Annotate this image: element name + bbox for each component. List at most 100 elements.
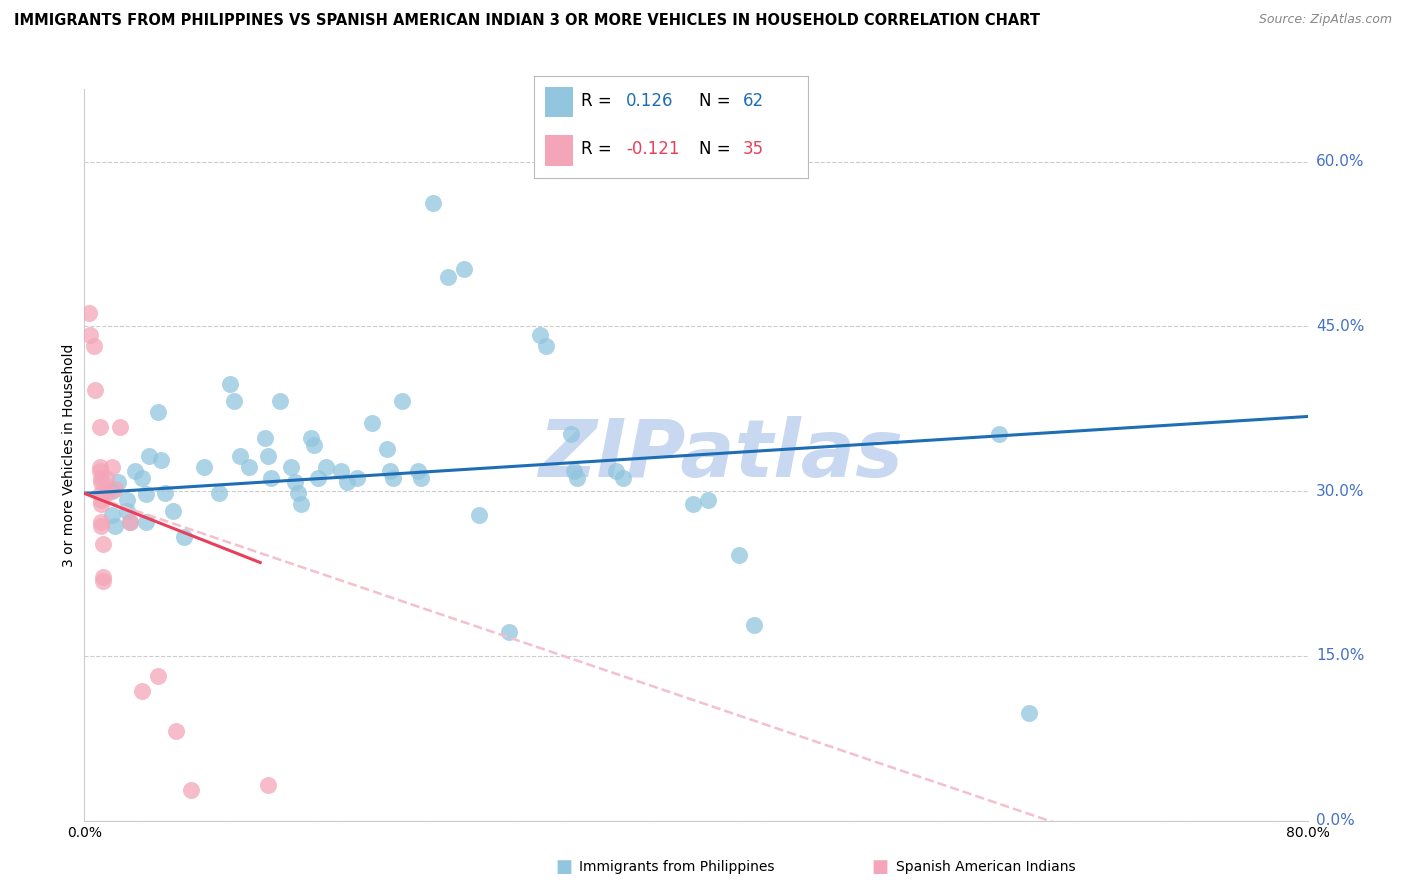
Point xyxy=(380,464,402,478)
Point xyxy=(138,449,160,463)
Point xyxy=(336,475,359,490)
Point xyxy=(115,492,138,507)
Point xyxy=(104,519,127,533)
Point xyxy=(90,475,112,490)
Point xyxy=(165,723,187,738)
Point xyxy=(83,339,105,353)
Point xyxy=(406,464,429,478)
Text: 62: 62 xyxy=(742,92,763,110)
Point xyxy=(612,471,634,485)
Point xyxy=(90,492,112,507)
Y-axis label: 3 or more Vehicles in Household: 3 or more Vehicles in Household xyxy=(62,343,76,566)
Point xyxy=(193,460,215,475)
Point xyxy=(146,405,169,419)
Point xyxy=(101,460,124,475)
Text: ■: ■ xyxy=(872,858,889,876)
Text: 15.0%: 15.0% xyxy=(1316,648,1364,664)
Point xyxy=(218,376,240,391)
Point xyxy=(498,624,520,639)
Point xyxy=(90,515,112,529)
Point xyxy=(84,383,107,397)
Point xyxy=(120,515,142,529)
Point xyxy=(280,460,302,475)
Point xyxy=(529,328,551,343)
Point xyxy=(253,432,276,446)
Point xyxy=(115,504,138,518)
Point xyxy=(260,471,283,485)
Point xyxy=(987,427,1010,442)
Point xyxy=(238,460,260,475)
Bar xyxy=(546,135,572,166)
Point xyxy=(149,453,172,467)
Point xyxy=(120,515,142,529)
Point xyxy=(89,460,111,475)
Point xyxy=(330,464,353,478)
Point xyxy=(89,464,111,478)
Point xyxy=(290,497,312,511)
Point xyxy=(224,394,246,409)
Point xyxy=(697,492,720,507)
Point xyxy=(257,779,280,793)
Point xyxy=(299,432,322,446)
Point xyxy=(315,460,337,475)
Text: 30.0%: 30.0% xyxy=(1316,483,1364,499)
Text: 35: 35 xyxy=(742,140,763,158)
Point xyxy=(560,427,582,442)
Point xyxy=(91,574,114,589)
Point xyxy=(77,306,100,320)
Point xyxy=(287,486,309,500)
Point xyxy=(229,449,252,463)
Point xyxy=(91,537,114,551)
Point xyxy=(605,464,627,478)
Text: ■: ■ xyxy=(555,858,572,876)
Point xyxy=(108,420,131,434)
Point xyxy=(269,394,291,409)
Point xyxy=(90,486,112,500)
Point xyxy=(302,438,325,452)
Point xyxy=(89,420,111,434)
Text: 60.0%: 60.0% xyxy=(1316,154,1364,169)
Point xyxy=(131,684,153,698)
Text: -0.121: -0.121 xyxy=(626,140,679,158)
Point xyxy=(79,328,101,343)
Point xyxy=(90,471,112,485)
Point xyxy=(91,570,114,584)
Point xyxy=(180,783,202,797)
Point xyxy=(146,668,169,682)
Point xyxy=(346,471,368,485)
Point xyxy=(284,475,307,490)
Text: 0.126: 0.126 xyxy=(626,92,673,110)
Point xyxy=(90,519,112,533)
Text: N =: N = xyxy=(699,92,735,110)
Point xyxy=(208,486,231,500)
Point xyxy=(257,449,280,463)
Text: Immigrants from Philippines: Immigrants from Philippines xyxy=(579,860,775,874)
Point xyxy=(135,515,157,529)
Point xyxy=(135,487,157,501)
Point xyxy=(562,464,585,478)
Point xyxy=(1018,706,1040,720)
Bar xyxy=(546,87,572,118)
Point xyxy=(391,394,413,409)
Point xyxy=(173,530,195,544)
Point xyxy=(409,471,432,485)
Point xyxy=(727,548,749,562)
Point xyxy=(360,416,382,430)
Point xyxy=(682,497,704,511)
Point xyxy=(155,486,177,500)
Text: N =: N = xyxy=(699,140,735,158)
Point xyxy=(96,486,118,500)
Point xyxy=(94,471,117,485)
Point xyxy=(382,471,405,485)
Point xyxy=(375,442,398,457)
Point xyxy=(422,196,444,211)
Point xyxy=(124,464,146,478)
Point xyxy=(307,471,329,485)
Text: R =: R = xyxy=(581,92,617,110)
Point xyxy=(437,270,460,285)
Point xyxy=(453,262,475,277)
Point xyxy=(101,484,124,499)
Point xyxy=(565,471,588,485)
Point xyxy=(107,475,129,490)
Text: ZIPatlas: ZIPatlas xyxy=(538,416,903,494)
